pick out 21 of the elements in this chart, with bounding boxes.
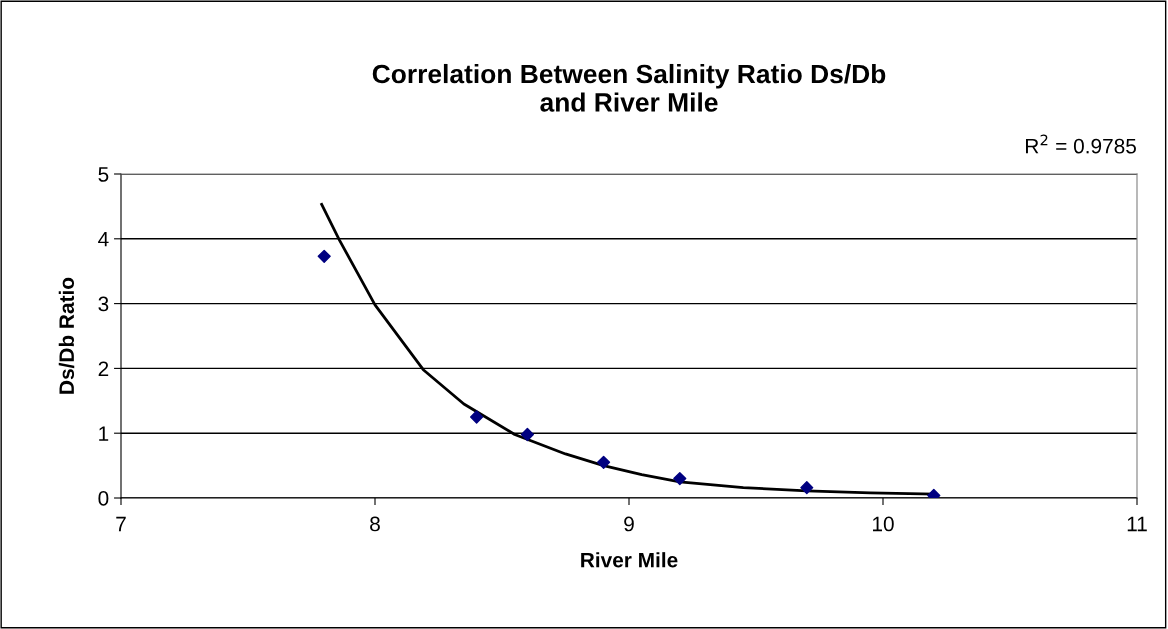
x-tick-label: 11 (1127, 516, 1147, 532)
y-tick-label: 4 (98, 232, 109, 247)
x-tick-label: 8 (370, 516, 380, 532)
point (520, 427, 534, 442)
y-tick-label: 0 (98, 491, 109, 506)
y-tick-label: 1 (99, 426, 109, 441)
y-tick-label: 2 (98, 361, 109, 376)
chart-title: Correlation Between Salinity Ratio Ds/Db and River Mile (372, 63, 886, 112)
y-tick-label: 5 (98, 167, 109, 182)
y-tick-label: 3 (98, 296, 109, 312)
point (597, 455, 611, 469)
point (800, 481, 814, 495)
point (673, 471, 687, 486)
point (470, 410, 484, 424)
point (317, 249, 331, 263)
x-tick-label: 10 (873, 516, 894, 532)
text: R$^{2}$ = 0.9785 (1026, 134, 1136, 154)
x-tick-label: 7 (116, 516, 126, 532)
x-axis-title: River Mile (581, 552, 678, 568)
y-axis-title: Ds/Db Ratio (58, 277, 75, 394)
x-tick-label: 9 (624, 516, 634, 532)
